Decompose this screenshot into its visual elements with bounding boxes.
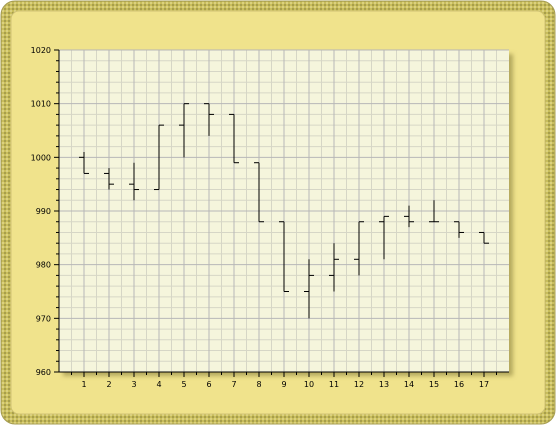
x-tick-label: 4 bbox=[156, 380, 161, 389]
x-tick-label: 9 bbox=[281, 380, 286, 389]
ohlc-bar bbox=[454, 221, 464, 238]
x-tick-label: 7 bbox=[231, 380, 236, 389]
x-tick-label: 5 bbox=[181, 380, 186, 389]
y-tick-label: 990 bbox=[36, 207, 51, 216]
x-tick-label: 3 bbox=[131, 380, 136, 389]
ohlc-bar bbox=[154, 124, 164, 191]
ohlc-bar bbox=[429, 200, 439, 223]
ohlc-bar bbox=[279, 221, 289, 292]
ohlc-bar bbox=[379, 215, 389, 260]
ohlc-bar bbox=[304, 259, 314, 319]
y-tick-label: 970 bbox=[36, 314, 51, 323]
x-tick-label: 2 bbox=[106, 380, 111, 389]
ohlc-bar bbox=[329, 243, 339, 292]
x-tick-label: 10 bbox=[304, 380, 314, 389]
y-tick-label: 1020 bbox=[31, 46, 51, 55]
x-tick-label: 14 bbox=[404, 380, 414, 389]
y-tick-label: 1010 bbox=[31, 100, 51, 109]
ohlc-bar bbox=[79, 151, 89, 174]
y-tick-label: 980 bbox=[36, 261, 51, 270]
x-tick-label: 17 bbox=[479, 380, 489, 389]
y-tick-label: 1000 bbox=[31, 153, 51, 162]
ohlc-bar bbox=[254, 162, 264, 223]
x-tick-label: 6 bbox=[206, 380, 211, 389]
ohlc-bar bbox=[229, 113, 239, 164]
ohlc-bar bbox=[204, 103, 214, 136]
ohlc-bar bbox=[129, 162, 139, 201]
ohlc-bar bbox=[404, 205, 414, 228]
x-tick-label: 12 bbox=[354, 380, 364, 389]
x-tick-label: 1 bbox=[81, 380, 86, 389]
x-tick-label: 16 bbox=[454, 380, 464, 389]
x-tick-label: 15 bbox=[429, 380, 439, 389]
x-tick-label: 13 bbox=[379, 380, 389, 389]
ohlc-bar bbox=[479, 231, 489, 244]
y-tick-label: 960 bbox=[36, 368, 51, 377]
ohlc-bar bbox=[179, 103, 189, 158]
x-tick-label: 8 bbox=[256, 380, 261, 389]
x-tick-label: 11 bbox=[329, 380, 339, 389]
ohlc-bar bbox=[354, 221, 364, 276]
ohlc-bar bbox=[104, 168, 114, 190]
